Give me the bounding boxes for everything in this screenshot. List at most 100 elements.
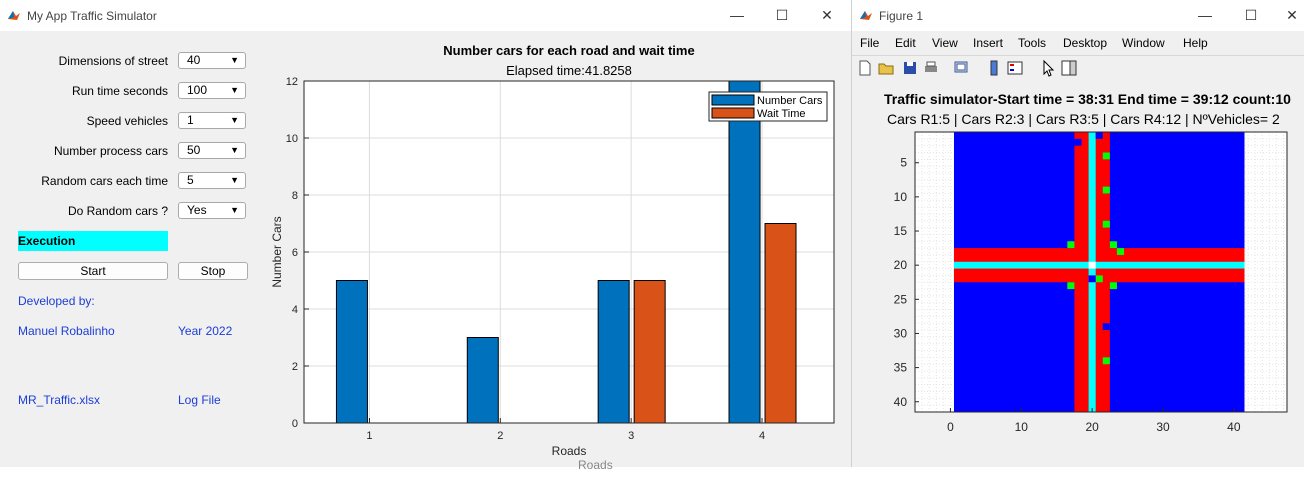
colorbar-icon[interactable] (985, 59, 1003, 77)
grid-x-tick-label: 10 (1015, 420, 1029, 434)
maximize-icon[interactable]: ☐ (775, 7, 789, 23)
menu-tools[interactable]: Tools (1018, 36, 1047, 50)
grid-axes-box (914, 131, 1288, 413)
dropdown-arrow-icon: ▼ (230, 205, 239, 215)
menu-insert[interactable]: Insert (973, 36, 1004, 50)
x-tick-label: 1 (366, 430, 372, 442)
y-tick-label: 10 (286, 133, 298, 145)
log-file-link[interactable]: Log File (178, 393, 221, 407)
y-tick-label: 12 (286, 76, 298, 88)
grid-y-tick-label: 20 (894, 258, 908, 272)
chart-title: Number cars for each road and wait time (443, 43, 694, 58)
dropdown-arrow-icon: ▼ (230, 55, 239, 65)
legend-icon[interactable] (1006, 59, 1024, 77)
stray-axis-label: Roads (578, 458, 613, 472)
menu-file[interactable]: File (860, 36, 880, 50)
speed-label: Speed vehicles (86, 114, 168, 128)
grid-y-tick-label: 25 (894, 292, 908, 306)
grid-x-tick-label: 40 (1227, 420, 1241, 434)
car-cell-alt (1095, 132, 1103, 139)
close-icon[interactable]: ✕ (1286, 7, 1298, 23)
stop-button[interactable]: Stop (178, 262, 248, 280)
car-cell (1067, 282, 1075, 290)
developed-by-label: Developed by: (18, 294, 95, 308)
legend-swatch (711, 107, 755, 119)
x-tick-label: 4 (759, 430, 765, 442)
car-cell (1116, 248, 1125, 255)
grid-y-tick-label: 30 (894, 326, 908, 340)
process-cars-dropdown[interactable]: 50 ▼ (178, 142, 246, 159)
do-random-label: Do Random cars ? (67, 204, 168, 218)
maximize-icon[interactable]: ☐ (1244, 7, 1258, 23)
app-window: My App Traffic Simulator — ☐ ✕ Dimension… (0, 0, 852, 467)
author-label: Manuel Robalinho (18, 324, 115, 338)
bar-chart: Number cars for each road and wait time E… (270, 43, 835, 458)
legend-swatch (711, 94, 755, 106)
close-icon[interactable]: ✕ (821, 7, 833, 23)
chart-subtitle: Elapsed time:41.8258 (506, 63, 632, 78)
dropdown-arrow-icon: ▼ (230, 115, 239, 125)
x-axis-label: Roads (552, 444, 587, 458)
matlab-logo-icon (860, 11, 872, 20)
runtime-dropdown[interactable]: 100 ▼ (178, 82, 246, 99)
grid-x-tick-label: 30 (1156, 420, 1170, 434)
car-cell-alt (1102, 323, 1110, 331)
bar-number-cars (335, 280, 368, 424)
file-link[interactable]: MR_Traffic.xlsx (18, 393, 101, 407)
random-cars-value: 5 (187, 173, 194, 187)
y-tick-label: 0 (292, 418, 298, 430)
process-cars-value: 50 (187, 143, 201, 157)
dropdown-arrow-icon: ▼ (230, 175, 239, 185)
menu-desktop[interactable]: Desktop (1063, 36, 1108, 50)
do-random-dropdown[interactable]: Yes ▼ (178, 202, 246, 219)
grid-y-tick-label: 5 (900, 156, 907, 170)
plot-title: Traffic simulator-Start time = 38:31 End… (884, 91, 1291, 107)
figure-title: Figure 1 (879, 9, 924, 23)
x-tick-label: 2 (497, 430, 503, 442)
dropdown-arrow-icon: ▼ (230, 85, 239, 95)
print-icon[interactable] (922, 59, 940, 77)
new-file-icon[interactable] (856, 59, 874, 77)
bar-number-cars (597, 280, 630, 424)
grid-y-tick-label: 10 (894, 190, 908, 204)
car-cell-alt (1088, 275, 1096, 283)
bar-number-cars (728, 80, 761, 424)
app-title: My App Traffic Simulator (27, 9, 157, 23)
open-folder-icon[interactable] (877, 59, 895, 77)
menu-edit[interactable]: Edit (895, 36, 916, 50)
traffic-grid-plot: 0 10 20 30 40 5 10 15 20 25 30 35 40 (894, 131, 1288, 434)
random-cars-dropdown[interactable]: 5 ▼ (178, 172, 246, 189)
link-icon[interactable] (952, 59, 970, 77)
grid-x-tick-label: 0 (947, 420, 954, 434)
save-icon[interactable] (901, 59, 919, 77)
car-cell (1102, 186, 1110, 194)
grid-y-tick-label: 15 (894, 224, 908, 238)
menu-view[interactable]: View (932, 36, 958, 50)
speed-dropdown[interactable]: 1 ▼ (178, 112, 246, 129)
pointer-icon[interactable] (1039, 59, 1057, 77)
year-label: Year 2022 (178, 324, 233, 338)
runtime-label: Run time seconds (71, 84, 168, 98)
minimize-icon[interactable]: — (1198, 7, 1212, 23)
execution-status: Execution (18, 231, 168, 251)
grid-x-tick-label: 20 (1085, 420, 1099, 434)
grid-y-tick-label: 35 (894, 361, 908, 375)
menu-help[interactable]: Help (1183, 36, 1208, 50)
matlab-logo-icon (8, 11, 20, 20)
bar-wait-time (764, 223, 797, 424)
menu-window[interactable]: Window (1122, 36, 1165, 50)
car-cell (1109, 241, 1117, 249)
car-cell (1102, 357, 1110, 365)
x-tick-label: 3 (628, 430, 634, 442)
y-axis-label: Number Cars (270, 216, 284, 287)
plot-subtitle: Cars R1:5 | Cars R2:3 | Cars R3:5 | Cars… (887, 111, 1280, 127)
panel-icon[interactable] (1060, 59, 1078, 77)
dimensions-label: Dimensions of street (58, 54, 168, 68)
car-cell (1102, 152, 1110, 160)
dimensions-dropdown[interactable]: 40 ▼ (178, 52, 246, 69)
start-button[interactable]: Start (18, 262, 168, 280)
vertical-lane (1088, 132, 1096, 412)
random-cars-label: Random cars each time (41, 174, 168, 188)
minimize-icon[interactable]: — (730, 7, 744, 23)
figure-window: Figure 1 — ☐ ✕ File Edit View Insert Too… (852, 0, 1304, 467)
